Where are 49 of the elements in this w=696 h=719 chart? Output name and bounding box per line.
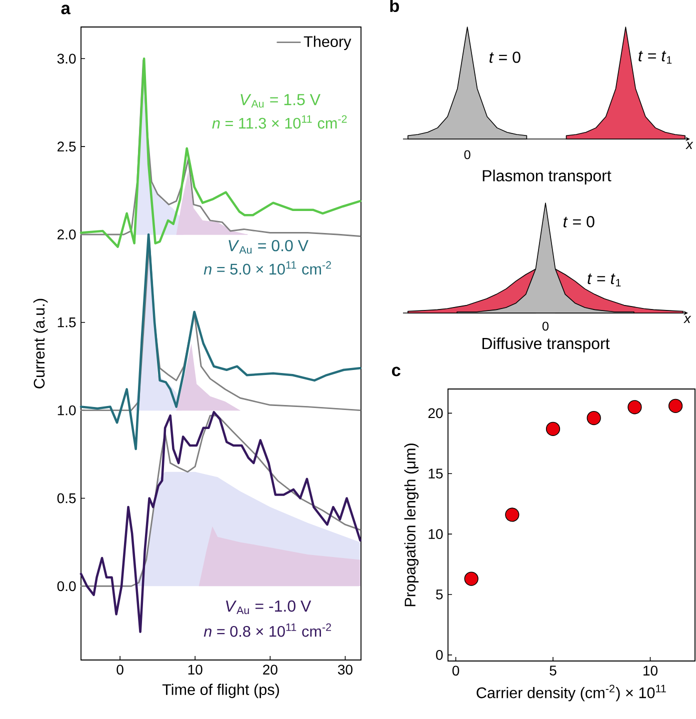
x-axis-title: x	[686, 142, 694, 149]
legend-label: Theory	[304, 36, 352, 50]
line-series	[80, 233, 362, 450]
point	[464, 572, 478, 586]
text: V$_{Au}$ = 0.0 V	[228, 240, 308, 254]
chart-title: c	[392, 366, 400, 376]
text: 0	[464, 150, 470, 160]
y-tick-label: 10	[428, 529, 443, 540]
x-tick-label: 30	[338, 664, 352, 675]
y-axis-title: Propagation length (μm)	[404, 444, 419, 606]
text: Plasmon transport	[482, 170, 612, 185]
text: V$_{Au}$ = -1.0 V	[226, 600, 312, 614]
series-label: t = t$_{1}$	[638, 50, 672, 64]
x-tick-label: 10	[644, 666, 658, 676]
y-tick-label: 2.5	[58, 142, 76, 152]
x-tick-label: 0	[116, 664, 124, 675]
x-tick-label: 5	[550, 666, 556, 676]
y-tick-label: 2.0	[58, 230, 76, 240]
annotation: n = 0.8 × 10$^{11}$ cm$^{-2}$	[204, 623, 331, 637]
text: Diffusive transport	[482, 337, 610, 352]
y-tick-label: 1.5	[58, 318, 76, 328]
x-tick-label: 0	[452, 666, 460, 676]
y-tick-label: 0	[436, 650, 443, 660]
series-label: t = 0	[564, 216, 594, 228]
annotation: n = 5.0 × 10$^{11}$ cm$^{-2}$	[204, 261, 331, 275]
text: V$_{Au}$ = 1.5 V	[240, 94, 320, 108]
y-tick-label: 0.5	[57, 493, 76, 504]
annotation: n = 11.3 × 10$^{11}$ cm$^{-2}$	[212, 115, 347, 129]
series-label: t = t$_{1}$	[588, 274, 621, 286]
y-axis-title: Current (a.u.)	[33, 298, 48, 388]
text: 0	[542, 322, 549, 331]
point	[546, 422, 560, 436]
x-tick-label: 20	[263, 664, 278, 675]
point	[586, 410, 601, 426]
x-axis-title: Carrier density (cm$^{-2}$) × 10$^{11}$	[476, 684, 666, 702]
chart-title: a	[61, 4, 71, 14]
series-label: t = 0	[490, 52, 520, 63]
x-tick-label: 10	[188, 664, 202, 675]
y-tick-label: 15	[428, 468, 443, 479]
y-tick-label: 5	[436, 590, 443, 600]
point	[668, 398, 683, 413]
x-axis-title: Time of flight (ps)	[162, 684, 279, 698]
x-axis-title: x	[684, 316, 692, 323]
y-tick-label: 3.0	[57, 54, 76, 64]
y-tick-label: 0.0	[57, 581, 76, 592]
y-tick-label: 1.0	[58, 405, 76, 416]
point	[505, 508, 520, 522]
y-tick-label: 20	[428, 408, 443, 418]
point	[628, 400, 642, 414]
